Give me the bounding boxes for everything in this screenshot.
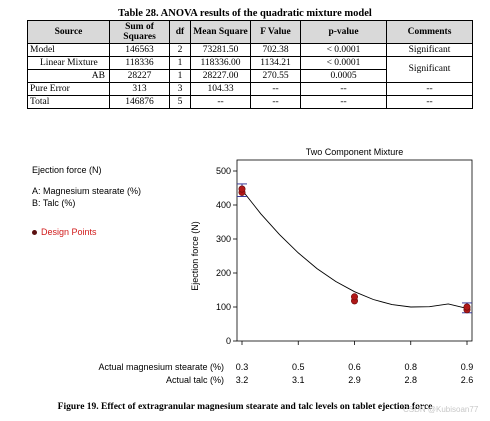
- anova-table: Source Sum of Squares df Mean Square F V…: [27, 20, 473, 109]
- chart-title: Two Component Mixture: [306, 147, 404, 157]
- x-tick-label-a: 0.9: [461, 362, 474, 372]
- design-point: [350, 293, 358, 301]
- legend-factor-b: B: Talc (%): [32, 198, 76, 208]
- legend-design-points-label: Design Points: [41, 227, 97, 237]
- cell-ss: 146876: [109, 95, 170, 109]
- y-tick-label: 200: [216, 268, 231, 278]
- figure-caption: Figure 19. Effect of extragranular magne…: [57, 402, 433, 412]
- x-axis: 0.3 3.2 0.5 3.1 0.6 2.9 0.8 2.8 0.9 2.6: [236, 341, 474, 385]
- cell-p: --: [300, 95, 387, 109]
- x-row-a-label: Actual magnesium stearate (%): [98, 362, 224, 372]
- x-tick-label-b: 3.2: [236, 375, 249, 385]
- cell-comment: Significant: [386, 56, 473, 83]
- fitted-curve: [241, 189, 468, 309]
- y-axis: 0 100 200 300 400 500: [216, 166, 237, 346]
- legend-factor-a: A: Magnesium stearate (%): [32, 186, 142, 196]
- x-tick-label-b: 2.6: [461, 375, 474, 385]
- table-row: Linear Mixture 118336 1 118336.00 1134.2…: [27, 56, 473, 83]
- design-points: [238, 185, 471, 314]
- x-tick-label-a: 0.3: [236, 362, 249, 372]
- x-tick-label-b: 2.9: [348, 375, 361, 385]
- design-point: [238, 185, 246, 193]
- table-row: Model 146563 2 73281.50 702.38 < 0.0001 …: [27, 43, 473, 57]
- cell-comment: --: [386, 95, 473, 109]
- watermark: CSDN @Kubisoan77: [403, 405, 479, 414]
- design-point-marker-icon: [32, 230, 37, 236]
- table-row: Total 146876 5 -- -- -- --: [27, 95, 473, 109]
- y-axis-label: Ejection force (N): [190, 221, 200, 291]
- header-df: df: [169, 20, 191, 44]
- header-source: Source: [27, 20, 110, 44]
- x-tick-label-a: 0.5: [292, 362, 305, 372]
- y-tick-label: 100: [216, 302, 231, 312]
- y-tick-label: 300: [216, 234, 231, 244]
- table-row: AB 28227 1 28227.00 270.55 0.0005: [27, 69, 473, 83]
- legend-design-points: Design Points: [32, 227, 97, 237]
- x-tick-label-a: 0.6: [348, 362, 361, 372]
- mixture-chart: Two Component Mixture Ejection force (N)…: [98, 147, 474, 385]
- table-title: Table 28. ANOVA results of the quadratic…: [118, 8, 372, 19]
- design-point: [463, 303, 471, 311]
- cell-source: Total: [27, 95, 110, 109]
- legend-response: Ejection force (N): [32, 165, 102, 175]
- x-tick-label-b: 2.8: [404, 375, 417, 385]
- y-tick-label: 400: [216, 200, 231, 210]
- x-row-b-label: Actual talc (%): [166, 375, 224, 385]
- plot-frame: [236, 159, 473, 342]
- header-f-value: F Value: [250, 20, 301, 44]
- y-tick-label: 500: [216, 166, 231, 176]
- cell-f: --: [250, 95, 301, 109]
- table-header-row: Source Sum of Squares df Mean Square F V…: [27, 20, 473, 44]
- y-tick-label: 0: [226, 336, 231, 346]
- header-sum-of-squares: Sum of Squares: [109, 20, 170, 44]
- x-tick-label-a: 0.8: [404, 362, 417, 372]
- x-tick-label-b: 3.1: [292, 375, 305, 385]
- header-p-value: p-value: [300, 20, 387, 44]
